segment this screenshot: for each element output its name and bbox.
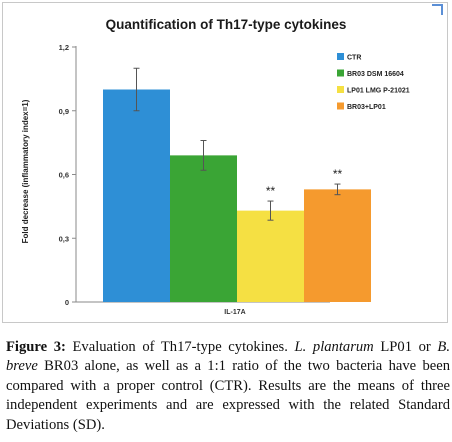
legend-label: BR03 DSM 16604 — [347, 71, 404, 78]
bar — [103, 89, 170, 302]
caption-text-2: LP01 or — [373, 339, 438, 355]
y-tick-label: 0 — [65, 298, 69, 307]
legend-swatch — [337, 69, 344, 77]
caption-text-3: BR03 alone, as well as a 1:1 ratio of th… — [6, 358, 450, 433]
legend-swatch — [337, 86, 344, 93]
caption-text-1: Evaluation of Th17-type cytokines. — [65, 339, 295, 355]
x-category-label: IL-17A — [224, 309, 245, 316]
caption-species-2: B. breve — [6, 339, 450, 375]
caption-species-1: L. plantarum — [294, 339, 374, 355]
legend-label: CTR — [347, 55, 361, 62]
legend-label: BR03+LP01 — [347, 104, 386, 111]
y-tick-label: 0,6 — [59, 171, 69, 180]
corner-decoration — [432, 4, 443, 15]
significance-label: ** — [333, 167, 343, 181]
bar — [237, 210, 304, 302]
y-tick-label: 1,2 — [59, 43, 69, 52]
y-tick-label: 0,9 — [59, 107, 69, 116]
bar — [304, 189, 371, 302]
bar — [170, 155, 237, 302]
caption-lead: Figure 3: — [6, 339, 66, 355]
y-tick-label: 0,3 — [59, 234, 69, 243]
legend-swatch — [337, 53, 344, 60]
y-axis-label: Fold decrease (inflammatory index=1) — [21, 99, 30, 243]
figure-caption: Figure 3: Evaluation of Th17-type cytoki… — [6, 338, 450, 435]
legend-label: LP01 LMG P-21021 — [347, 88, 410, 95]
legend-swatch — [337, 102, 344, 110]
bar-chart: 0 0,3 0,6 0,9 1,2 Fold decrease (inflammatory… — [21, 43, 410, 316]
significance-label: ** — [266, 184, 276, 198]
chart-title: Quantification of Th17-type cytokines — [105, 17, 347, 32]
